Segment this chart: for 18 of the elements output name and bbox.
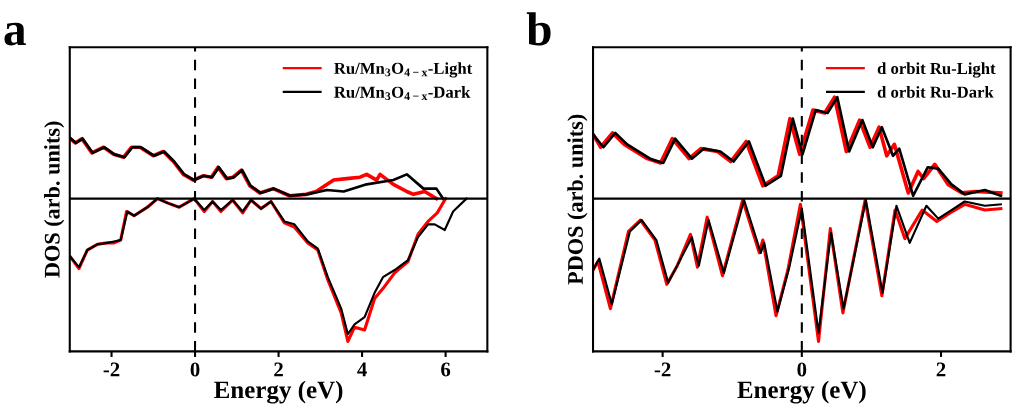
x-tick-label: 2 <box>936 362 946 377</box>
legend-label: Ru/Mn$_{3}$O$_{4−x}$-Light <box>334 62 473 78</box>
legend-label: Ru/Mn$_{3}$O$_{4−x}$-Dark <box>334 86 471 101</box>
x-tick-label: 4 <box>357 362 367 377</box>
x-tick-label: 0 <box>797 362 807 377</box>
x-tick-label: 6 <box>441 362 451 377</box>
x-tick-label: -2 <box>103 362 120 377</box>
x-axis-title: Energy (eV) <box>737 380 866 404</box>
legend-label: d orbit Ru-Dark <box>877 86 994 98</box>
chart-title: a <box>4 22 26 46</box>
x-axis-title: Energy (eV) <box>214 380 343 404</box>
y-axis-title: DOS (arb. units) <box>44 121 65 278</box>
y-axis-title: PDOS (arb. units) <box>567 114 588 285</box>
x-tick-label: 0 <box>190 362 200 377</box>
chart-title: b <box>526 12 551 46</box>
legend-label: d orbit Ru-Light <box>877 62 996 78</box>
x-tick-label: -2 <box>654 362 671 377</box>
x-tick-label: 2 <box>274 362 283 377</box>
